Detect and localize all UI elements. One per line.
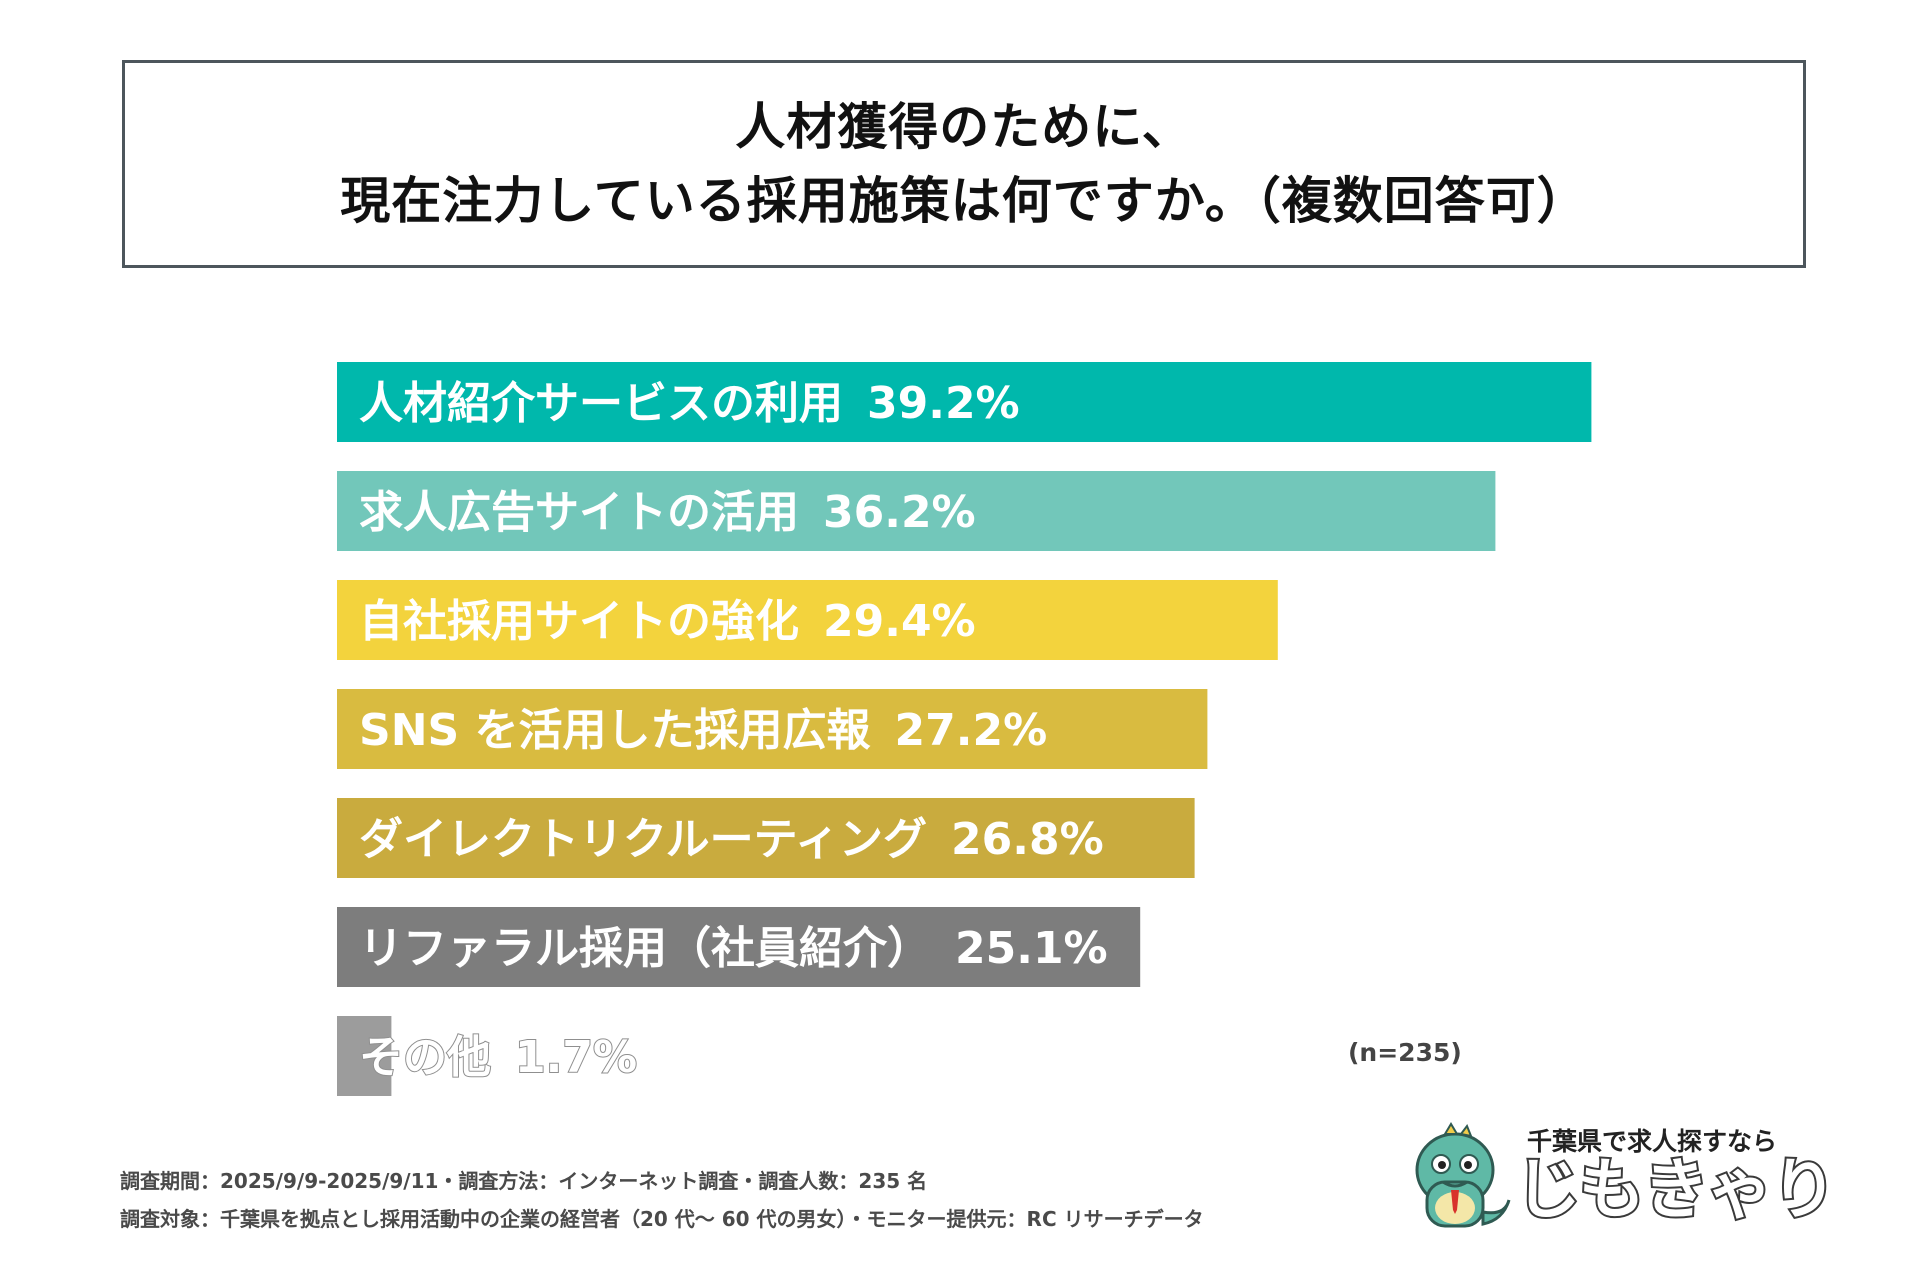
dinosaur-mascot-icon — [1415, 1122, 1511, 1228]
logo-tagline: 千葉県で求人探すなら — [1527, 1127, 1778, 1156]
sample-size-note: (n=235) — [1348, 1038, 1462, 1067]
chart-title-line-2: 現在注力している採用施策は何ですか。（複数回答可） — [340, 172, 1588, 230]
bar-label-6: リファラル採用（社員紹介） 25.1% — [359, 923, 1108, 974]
bar-4 — [337, 689, 1208, 769]
category-label-5: ダイレクトリクルーティング — [359, 814, 927, 865]
title-box: 人材獲得のために、 現在注力している採用施策は何ですか。（複数回答可） — [122, 60, 1806, 268]
bar-label-3: 自社採用サイトの強化 29.4% — [359, 596, 976, 647]
value-label-1: 39.2% — [867, 378, 1020, 429]
value-label-3: 29.4% — [823, 596, 976, 647]
value-label-2: 36.2% — [823, 487, 976, 538]
bar-7 — [337, 1016, 392, 1096]
brand-logo: 千葉県で求人探すなら じもきゃり — [1405, 1120, 1839, 1235]
category-label-7: その他 — [359, 1032, 491, 1083]
category-label-6: リファラル採用（社員紹介） — [359, 923, 931, 974]
bar-1 — [337, 362, 1592, 442]
value-label-5: 26.8% — [951, 814, 1104, 865]
category-label-2: 求人広告サイトの活用 — [359, 487, 799, 538]
value-label-4: 27.2% — [895, 705, 1048, 756]
bar-5 — [337, 798, 1195, 878]
bar-6 — [337, 907, 1141, 987]
logo-wordmark: じもきゃり — [1513, 1149, 1839, 1230]
survey-footnote-2: 調査対象：千葉県を拠点とし採用活動中の企業の経営者（20 代〜 60 代の男女）… — [120, 1207, 1204, 1231]
chart-title-line-1: 人材獲得のために、 — [735, 98, 1193, 156]
bar-label-5: ダイレクトリクルーティング 26.8% — [359, 814, 1104, 865]
bar-label-4: SNS を活用した採用広報 27.2% — [359, 705, 1047, 756]
category-label-4: SNS を活用した採用広報 — [359, 705, 871, 756]
value-label-7: 1.7% — [515, 1032, 637, 1083]
bar-2 — [337, 471, 1496, 551]
bar-label-1: 人材紹介サービスの利用 39.2% — [359, 378, 1020, 429]
bar-label-2: 求人広告サイトの活用 36.2% — [359, 487, 976, 538]
bar-label-7: その他 1.7% — [359, 1032, 637, 1083]
category-label-1: 人材紹介サービスの利用 — [359, 378, 843, 429]
bar-3 — [337, 580, 1278, 660]
value-label-6: 25.1% — [955, 923, 1108, 974]
survey-footnote-1: 調査期間：2025/9/9-2025/9/11・調査方法：インターネット調査・調… — [120, 1169, 928, 1193]
category-label-3: 自社採用サイトの強化 — [359, 596, 799, 647]
